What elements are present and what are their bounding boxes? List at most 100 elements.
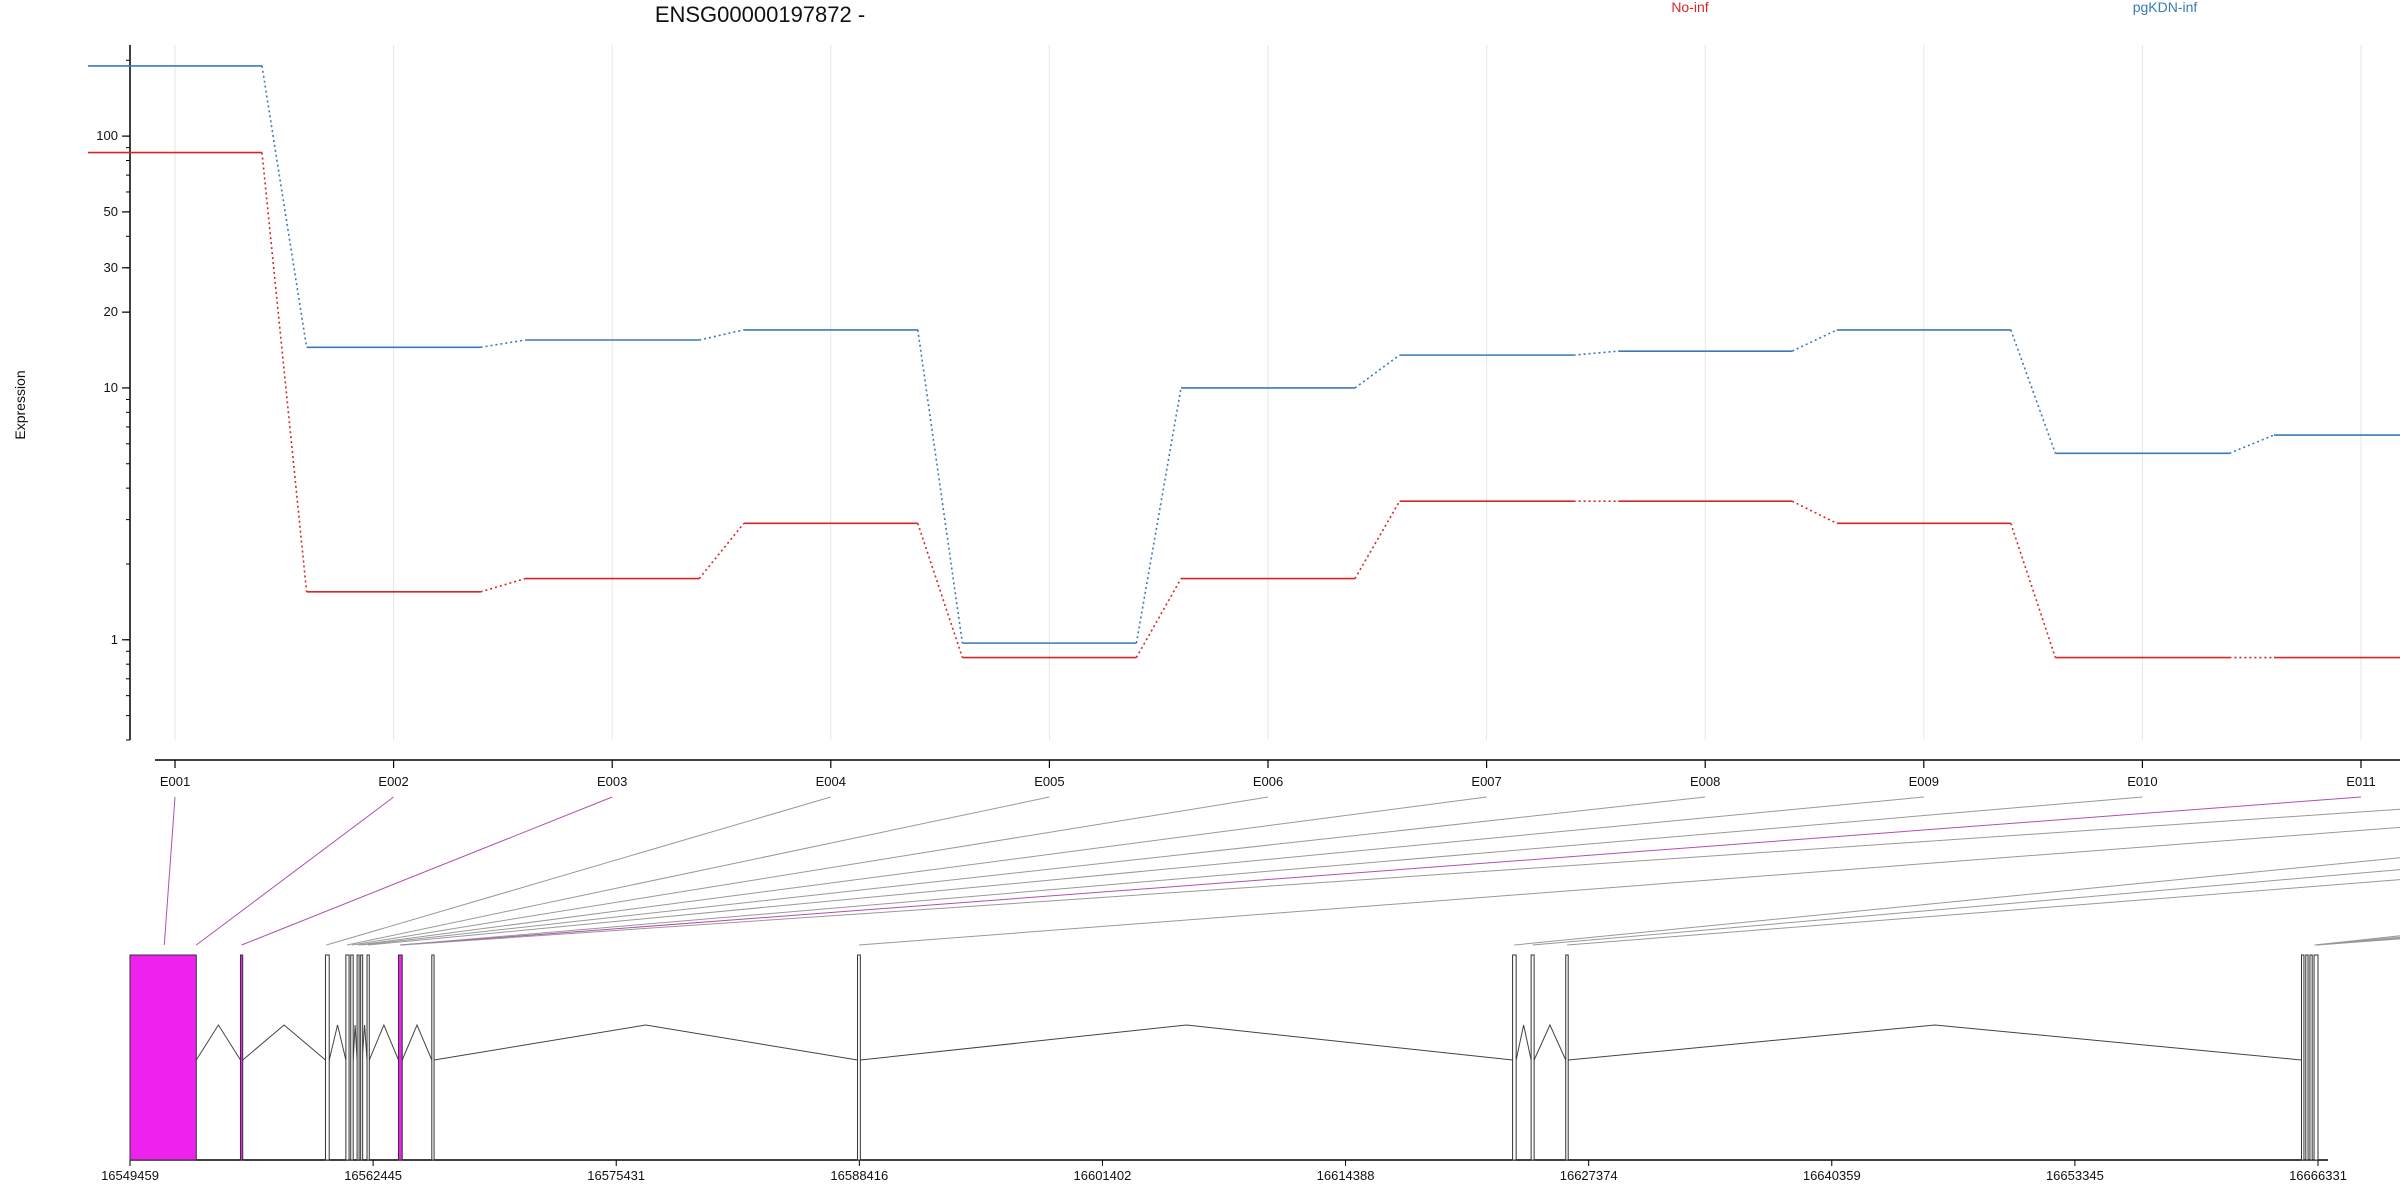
- series-connector: [480, 577, 526, 593]
- exon-block: [360, 954, 364, 1161]
- series-connector: [698, 522, 745, 580]
- x-tick-label-e010: E010: [2127, 774, 2157, 789]
- y-axis-label: Expression: [12, 370, 28, 439]
- exon-link-e008: [361, 796, 1706, 946]
- series-connector: [480, 339, 526, 349]
- exon-link-e009: [368, 796, 1924, 946]
- exon-block: [1530, 954, 1535, 1161]
- exon-block: [239, 954, 244, 1161]
- x-tick-label-e009: E009: [1909, 774, 1939, 789]
- series-connector: [1791, 500, 1838, 525]
- exon-block: [431, 954, 435, 1161]
- gene-coord-label: 16627374: [1560, 1168, 1618, 1183]
- x-tick-label-e003: E003: [597, 774, 627, 789]
- series-no-inf: [88, 151, 2400, 659]
- intron: [242, 1024, 326, 1061]
- exon-link-e006: [351, 796, 1269, 946]
- x-tick-label-e002: E002: [378, 774, 408, 789]
- exon-block: [2301, 954, 2305, 1161]
- x-tick-label-e001: E001: [160, 774, 190, 789]
- series-connector: [261, 152, 308, 592]
- x-tick-label-e005: E005: [1034, 774, 1064, 789]
- exon-block: [129, 954, 197, 1161]
- exon-link-e012: [402, 808, 2400, 946]
- series-lines: [88, 65, 2400, 659]
- gene-coord-label: 16562445: [344, 1168, 402, 1183]
- series-connector: [1791, 329, 1838, 352]
- exon-block: [356, 954, 360, 1161]
- intron: [368, 1023, 399, 1061]
- gene-coord-label: 16614388: [1317, 1168, 1375, 1183]
- intron: [1515, 1024, 1532, 1061]
- legend-entry-pgkdn-inf: pgKDN-inf: [2133, 0, 2198, 15]
- exon-block: [324, 954, 330, 1161]
- y-axis: 1 10 20 30 50 100: [96, 45, 131, 741]
- x-tick-label-e008: E008: [1690, 774, 1720, 789]
- exon-block: [2305, 954, 2309, 1161]
- y-tick-label: 1: [111, 632, 118, 647]
- y-tick-label: 20: [104, 304, 118, 319]
- y-tick-label: 100: [96, 128, 118, 143]
- exon-block: [350, 954, 354, 1161]
- series-connector: [1135, 387, 1182, 644]
- series-pgkdn-inf: [88, 65, 2400, 644]
- exon-link-e001: [163, 796, 176, 946]
- exon-link-e013: [858, 826, 2400, 946]
- x-tick-label-e004: E004: [816, 774, 846, 789]
- gridlines: [174, 45, 2362, 740]
- intron: [352, 1024, 358, 1061]
- exon-link-e015: [1532, 869, 2400, 946]
- intron: [328, 1024, 347, 1061]
- series-connector: [2229, 434, 2275, 455]
- series-connector: [2010, 329, 2057, 454]
- intron: [433, 1024, 858, 1061]
- exon-links: [163, 796, 2400, 946]
- exon-link-e003: [241, 796, 613, 946]
- exon-block: [2309, 954, 2313, 1161]
- exon-block: [397, 954, 403, 1161]
- exon-block: [366, 954, 370, 1161]
- x-tick-label-e006: E006: [1253, 774, 1283, 789]
- gene-coord-label: 16653345: [2046, 1168, 2104, 1183]
- y-tick-label: 50: [104, 204, 118, 219]
- exon-link-e011: [400, 796, 2362, 946]
- exon-block: [345, 954, 350, 1161]
- x-axis: E001 E002 E003 E004 E005 E006 E007 E008 E009 E010…: [155, 759, 2400, 789]
- gene-coord-label: 16575431: [587, 1168, 645, 1183]
- gene-coord-label: 16666331: [2289, 1168, 2347, 1183]
- exon-link-e002: [195, 796, 394, 946]
- exon-block: [1565, 954, 1569, 1161]
- exon-block: [1512, 954, 1517, 1161]
- x-tick-label-e011: E011: [2346, 774, 2375, 789]
- exon-link-e010: [399, 796, 2143, 946]
- series-connector: [261, 65, 308, 348]
- gene-coord-label: 16588416: [830, 1168, 888, 1183]
- intron: [1568, 1024, 2302, 1061]
- exon-link-e016: [1567, 879, 2400, 946]
- legend-entry-no-inf: No-inf: [1671, 0, 1708, 15]
- intron: [401, 1023, 433, 1061]
- intron: [195, 1024, 241, 1061]
- exon-block: [857, 954, 861, 1161]
- series-connector: [917, 329, 964, 644]
- exon-link-e004: [326, 796, 831, 946]
- series-connector: [1573, 350, 1619, 356]
- gene-model: 16549459 16562445 16575431 16588416 16601402…: [101, 954, 2347, 1183]
- series-connector: [2010, 523, 2057, 658]
- series-connector: [1135, 578, 1182, 658]
- y-tick-label: 10: [104, 380, 118, 395]
- series-connector: [699, 329, 744, 341]
- series-connector: [917, 523, 964, 658]
- exon-link-e005: [346, 796, 1050, 946]
- series-connector: [1354, 500, 1401, 579]
- exon-link-e007: [357, 796, 1487, 946]
- gene-coord-label: 16601402: [1074, 1168, 1132, 1183]
- intron: [860, 1024, 1513, 1061]
- x-tick-label-e007: E007: [1471, 774, 1501, 789]
- chart-title: ENSG00000197872 -: [655, 2, 865, 27]
- gene-coord-label: 16640359: [1803, 1168, 1861, 1183]
- intron: [1533, 1023, 1567, 1061]
- exon-link-e014: [1514, 857, 2400, 946]
- gene-coord-label: 16549459: [101, 1168, 159, 1183]
